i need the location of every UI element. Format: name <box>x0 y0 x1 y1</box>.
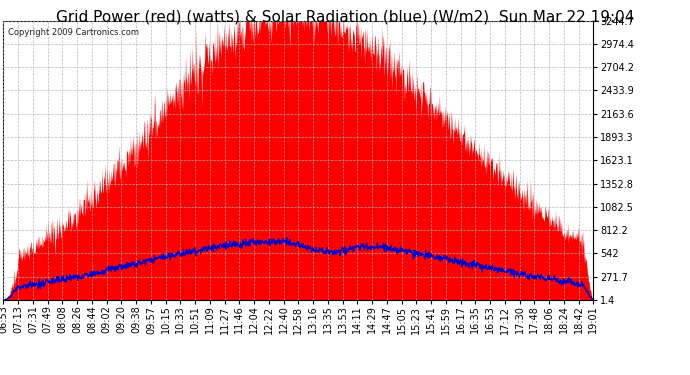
Text: Grid Power (red) (watts) & Solar Radiation (blue) (W/m2)  Sun Mar 22 19:04: Grid Power (red) (watts) & Solar Radiati… <box>56 9 634 24</box>
Text: Copyright 2009 Cartronics.com: Copyright 2009 Cartronics.com <box>8 28 139 37</box>
